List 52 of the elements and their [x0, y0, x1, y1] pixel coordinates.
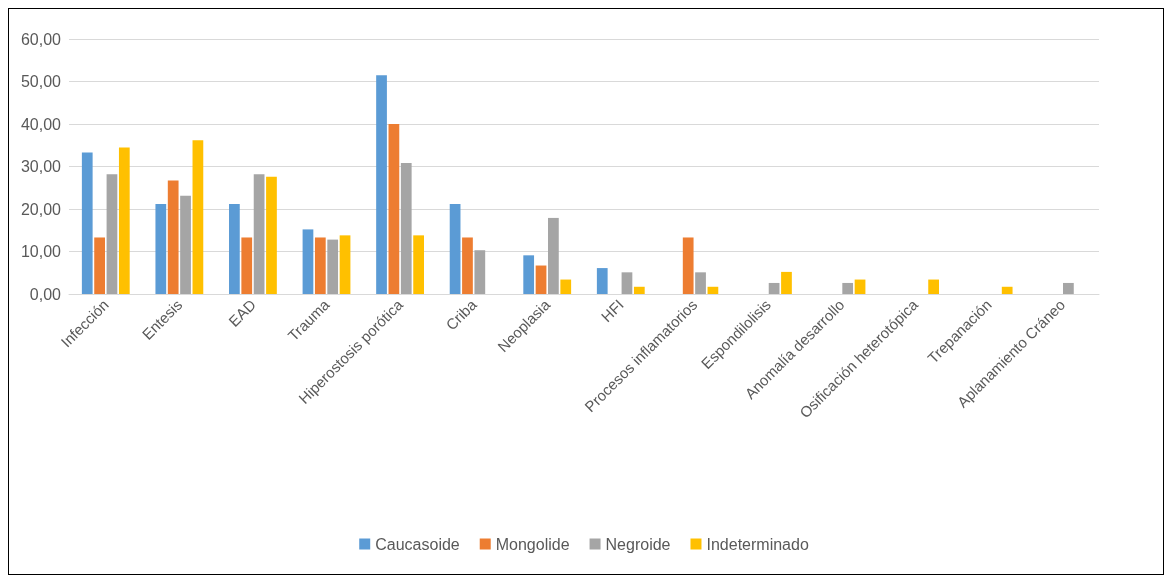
bar [596, 268, 608, 294]
bar [842, 282, 854, 294]
bar [94, 237, 105, 294]
bar [327, 239, 339, 294]
y-tick-label: 60,00 [20, 30, 62, 48]
legend-label: Indeterminado [706, 535, 809, 553]
y-tick-label: 20,00 [20, 200, 62, 218]
bar [376, 75, 387, 294]
y-tick-label: 0,00 [29, 285, 62, 303]
bar [106, 174, 118, 294]
bar [682, 237, 694, 294]
y-tick-label: 40,00 [20, 115, 62, 133]
bar [180, 195, 191, 294]
bar [854, 279, 866, 294]
bar [695, 272, 706, 294]
bar [768, 282, 780, 294]
bar [155, 203, 167, 294]
bar [449, 203, 461, 294]
bar [253, 174, 265, 294]
bar [339, 235, 351, 294]
bar [474, 250, 486, 294]
bar [388, 124, 400, 294]
bar [535, 265, 547, 294]
bar [229, 203, 240, 294]
bar [192, 140, 204, 294]
bar [548, 217, 559, 294]
bar [560, 279, 572, 294]
bar [523, 255, 535, 294]
legend-label: Mongolide [495, 535, 570, 553]
bar [633, 286, 645, 294]
y-tick-label: 10,00 [20, 243, 62, 260]
bar [1001, 286, 1013, 294]
bar [621, 272, 633, 294]
bar [413, 235, 424, 294]
bar [1063, 282, 1074, 294]
y-tick-label: 50,00 [20, 73, 62, 90]
y-tick-label: 30,00 [20, 158, 62, 175]
bar [241, 237, 253, 294]
bar [266, 176, 277, 294]
bar [400, 163, 412, 294]
bar [707, 286, 719, 294]
bar [81, 152, 93, 294]
legend-label: Negroide [605, 535, 671, 553]
legend-label: Caucasoide [375, 535, 460, 553]
bar [928, 279, 939, 294]
bar [302, 229, 314, 294]
bar [118, 147, 130, 294]
x-tick-label: HFI [597, 295, 627, 326]
bar [781, 271, 792, 294]
bar [462, 237, 473, 294]
bar [314, 237, 326, 294]
bar [167, 180, 179, 294]
